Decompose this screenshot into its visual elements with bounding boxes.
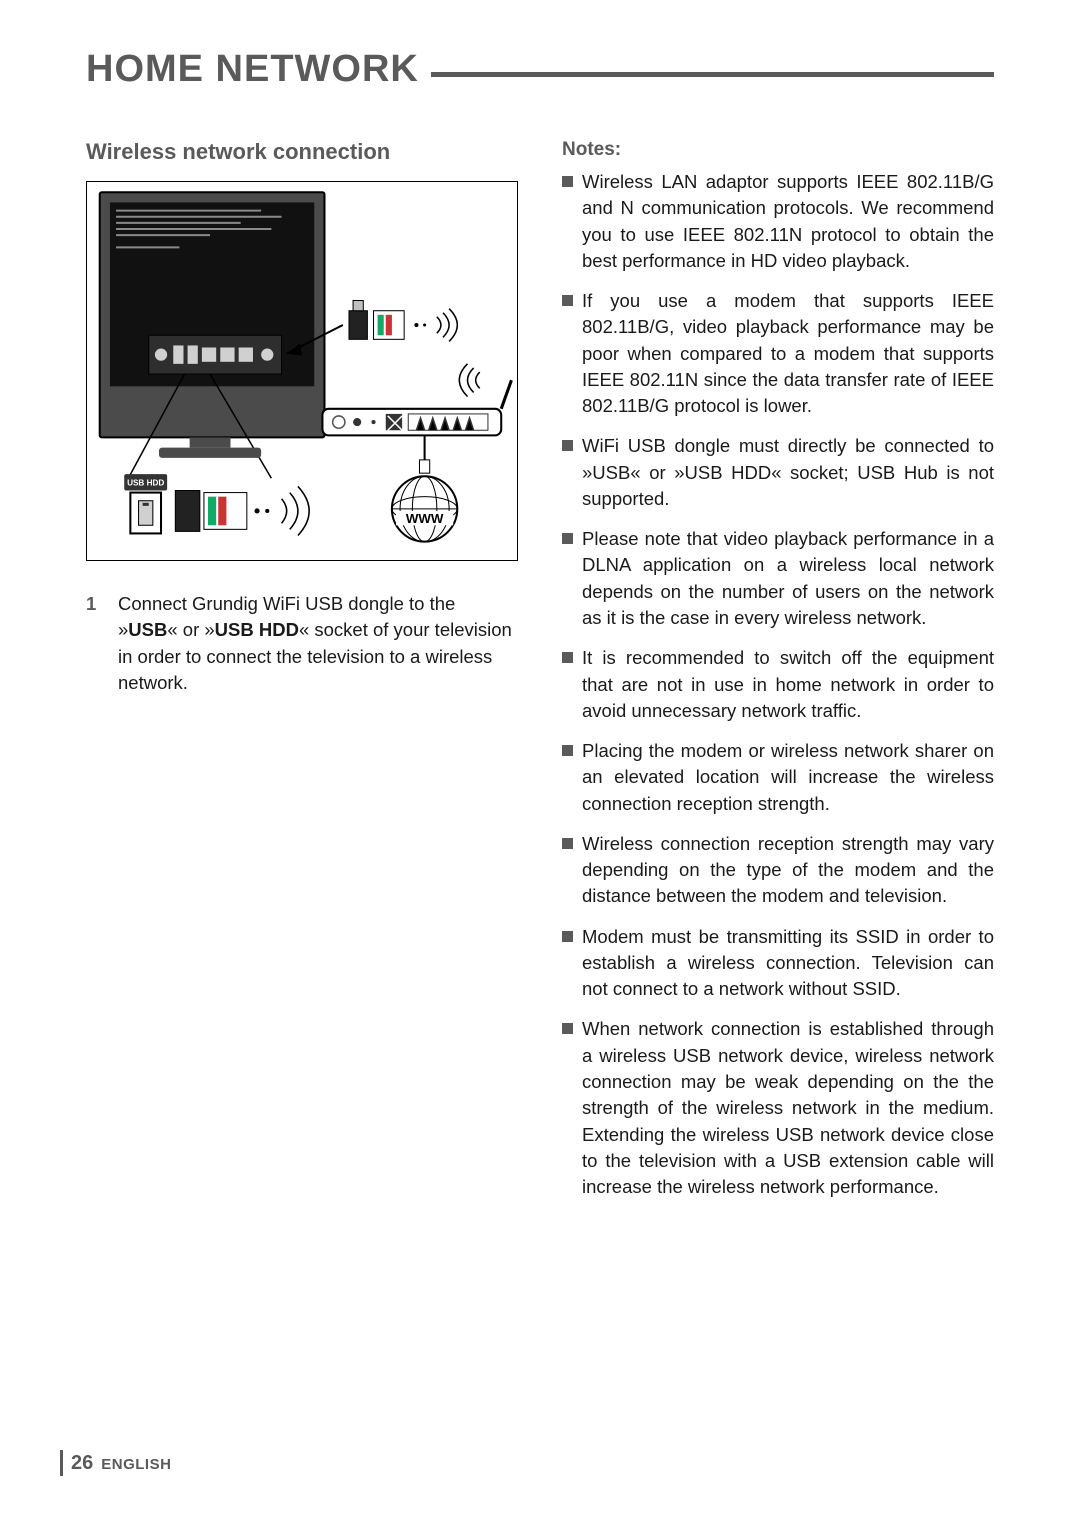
step-number: 1 bbox=[86, 591, 100, 696]
step-1: 1 Connect Grundig WiFi USB dongle to the… bbox=[86, 591, 518, 696]
left-column: Wireless network connection bbox=[86, 139, 518, 1214]
page-footer: 26 ENGLISH bbox=[60, 1450, 171, 1476]
note-item: Wireless connection reception strength m… bbox=[562, 831, 994, 910]
footer-bar bbox=[60, 1450, 63, 1476]
note-item: It is recommended to switch off the equi… bbox=[562, 645, 994, 724]
step-usb-hdd: USB HDD bbox=[215, 619, 299, 640]
note-item: WiFi USB dongle must directly be connect… bbox=[562, 433, 994, 512]
notes-list: Wireless LAN adaptor supports IEEE 802.1… bbox=[562, 169, 994, 1200]
page-title: HOME NETWORK bbox=[86, 48, 419, 91]
note-item: Wireless LAN adaptor supports IEEE 802.1… bbox=[562, 169, 994, 274]
title-rule bbox=[431, 72, 994, 77]
step-mid: « or » bbox=[167, 619, 214, 640]
connection-diagram: WWW USB HDD bbox=[86, 181, 518, 561]
step-text: Connect Grundig WiFi USB dongle to the »… bbox=[118, 591, 518, 696]
note-item: Please note that video playback performa… bbox=[562, 526, 994, 631]
note-item: Placing the modem or wireless network sh… bbox=[562, 738, 994, 817]
notes-heading: Notes: bbox=[562, 139, 994, 161]
page-title-row: HOME NETWORK bbox=[86, 48, 994, 91]
note-item: When network connection is established t… bbox=[562, 1016, 994, 1200]
note-item: Modem must be transmitting its SSID in o… bbox=[562, 924, 994, 1003]
page-language: ENGLISH bbox=[101, 1453, 171, 1473]
www-label: WWW bbox=[406, 511, 444, 526]
usb-hdd-label: USB HDD bbox=[127, 478, 164, 487]
page-number: 26 bbox=[71, 1452, 93, 1475]
right-column: Notes: Wireless LAN adaptor supports IEE… bbox=[562, 139, 994, 1214]
wireless-heading: Wireless network connection bbox=[86, 139, 518, 165]
note-item: If you use a modem that supports IEEE 80… bbox=[562, 288, 994, 419]
step-usb: USB bbox=[128, 619, 167, 640]
